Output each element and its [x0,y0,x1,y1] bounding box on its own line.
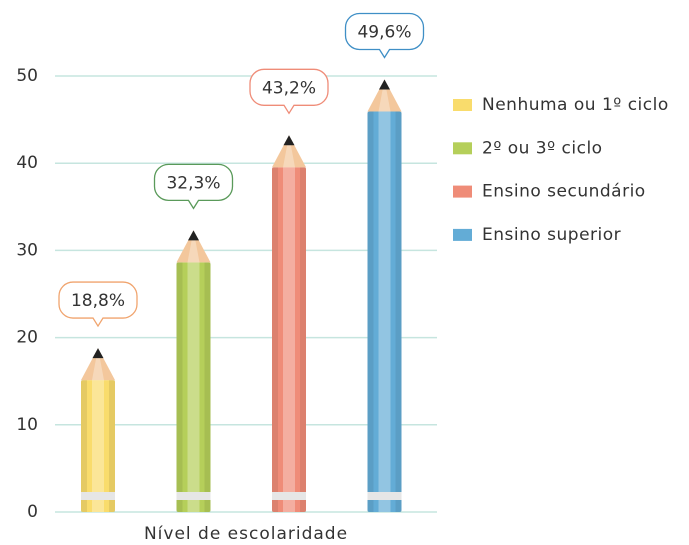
pencil [177,230,211,512]
legend-swatch [453,99,472,111]
pencil-shade [368,111,374,512]
value-label: 43,2% [262,78,316,98]
legend-label: Nenhuma ou 1º ciclo [482,95,669,115]
pencil-band [272,492,306,500]
pencil-highlight [188,262,200,512]
pencil [81,348,115,512]
pencil-band [81,492,115,500]
legend-swatch [453,186,472,198]
pencil-lead [379,79,390,89]
legend-swatch [453,142,472,154]
pencil-shade [205,262,211,512]
legend-label: Ensino superior [482,225,621,245]
x-axis-label: Nível de escolaridade [144,524,348,544]
pencil-shade [396,111,402,512]
legend-label: 2º ou 3º ciclo [482,138,603,158]
y-tick-label: 0 [27,502,38,522]
pencil-shade [300,167,306,512]
y-tick-label: 40 [16,153,38,173]
y-tick-label: 30 [16,240,38,260]
pencil-lead [93,348,104,358]
pencil-band [368,492,402,500]
pencil-band [177,492,211,500]
chart: Nível de escolaridade 0 10 20 30 40 50 18,8% Ne… [0,0,689,545]
pencil-lead [284,135,295,145]
pencil-highlight [283,167,295,512]
y-tick-label: 10 [16,415,38,435]
pencil-shade [177,262,183,512]
pencil-lead [188,230,199,240]
value-label: 18,8% [71,291,125,311]
pencil-highlight [379,111,391,512]
pencil-shade [272,167,278,512]
legend-swatch [453,229,472,241]
pencil [368,79,402,512]
pencil [272,135,306,512]
value-label: 32,3% [166,173,220,193]
value-label: 49,6% [357,22,411,42]
legend-label: Ensino secundário [482,182,646,202]
y-tick-label: 50 [16,66,38,86]
y-tick-label: 20 [16,328,38,348]
